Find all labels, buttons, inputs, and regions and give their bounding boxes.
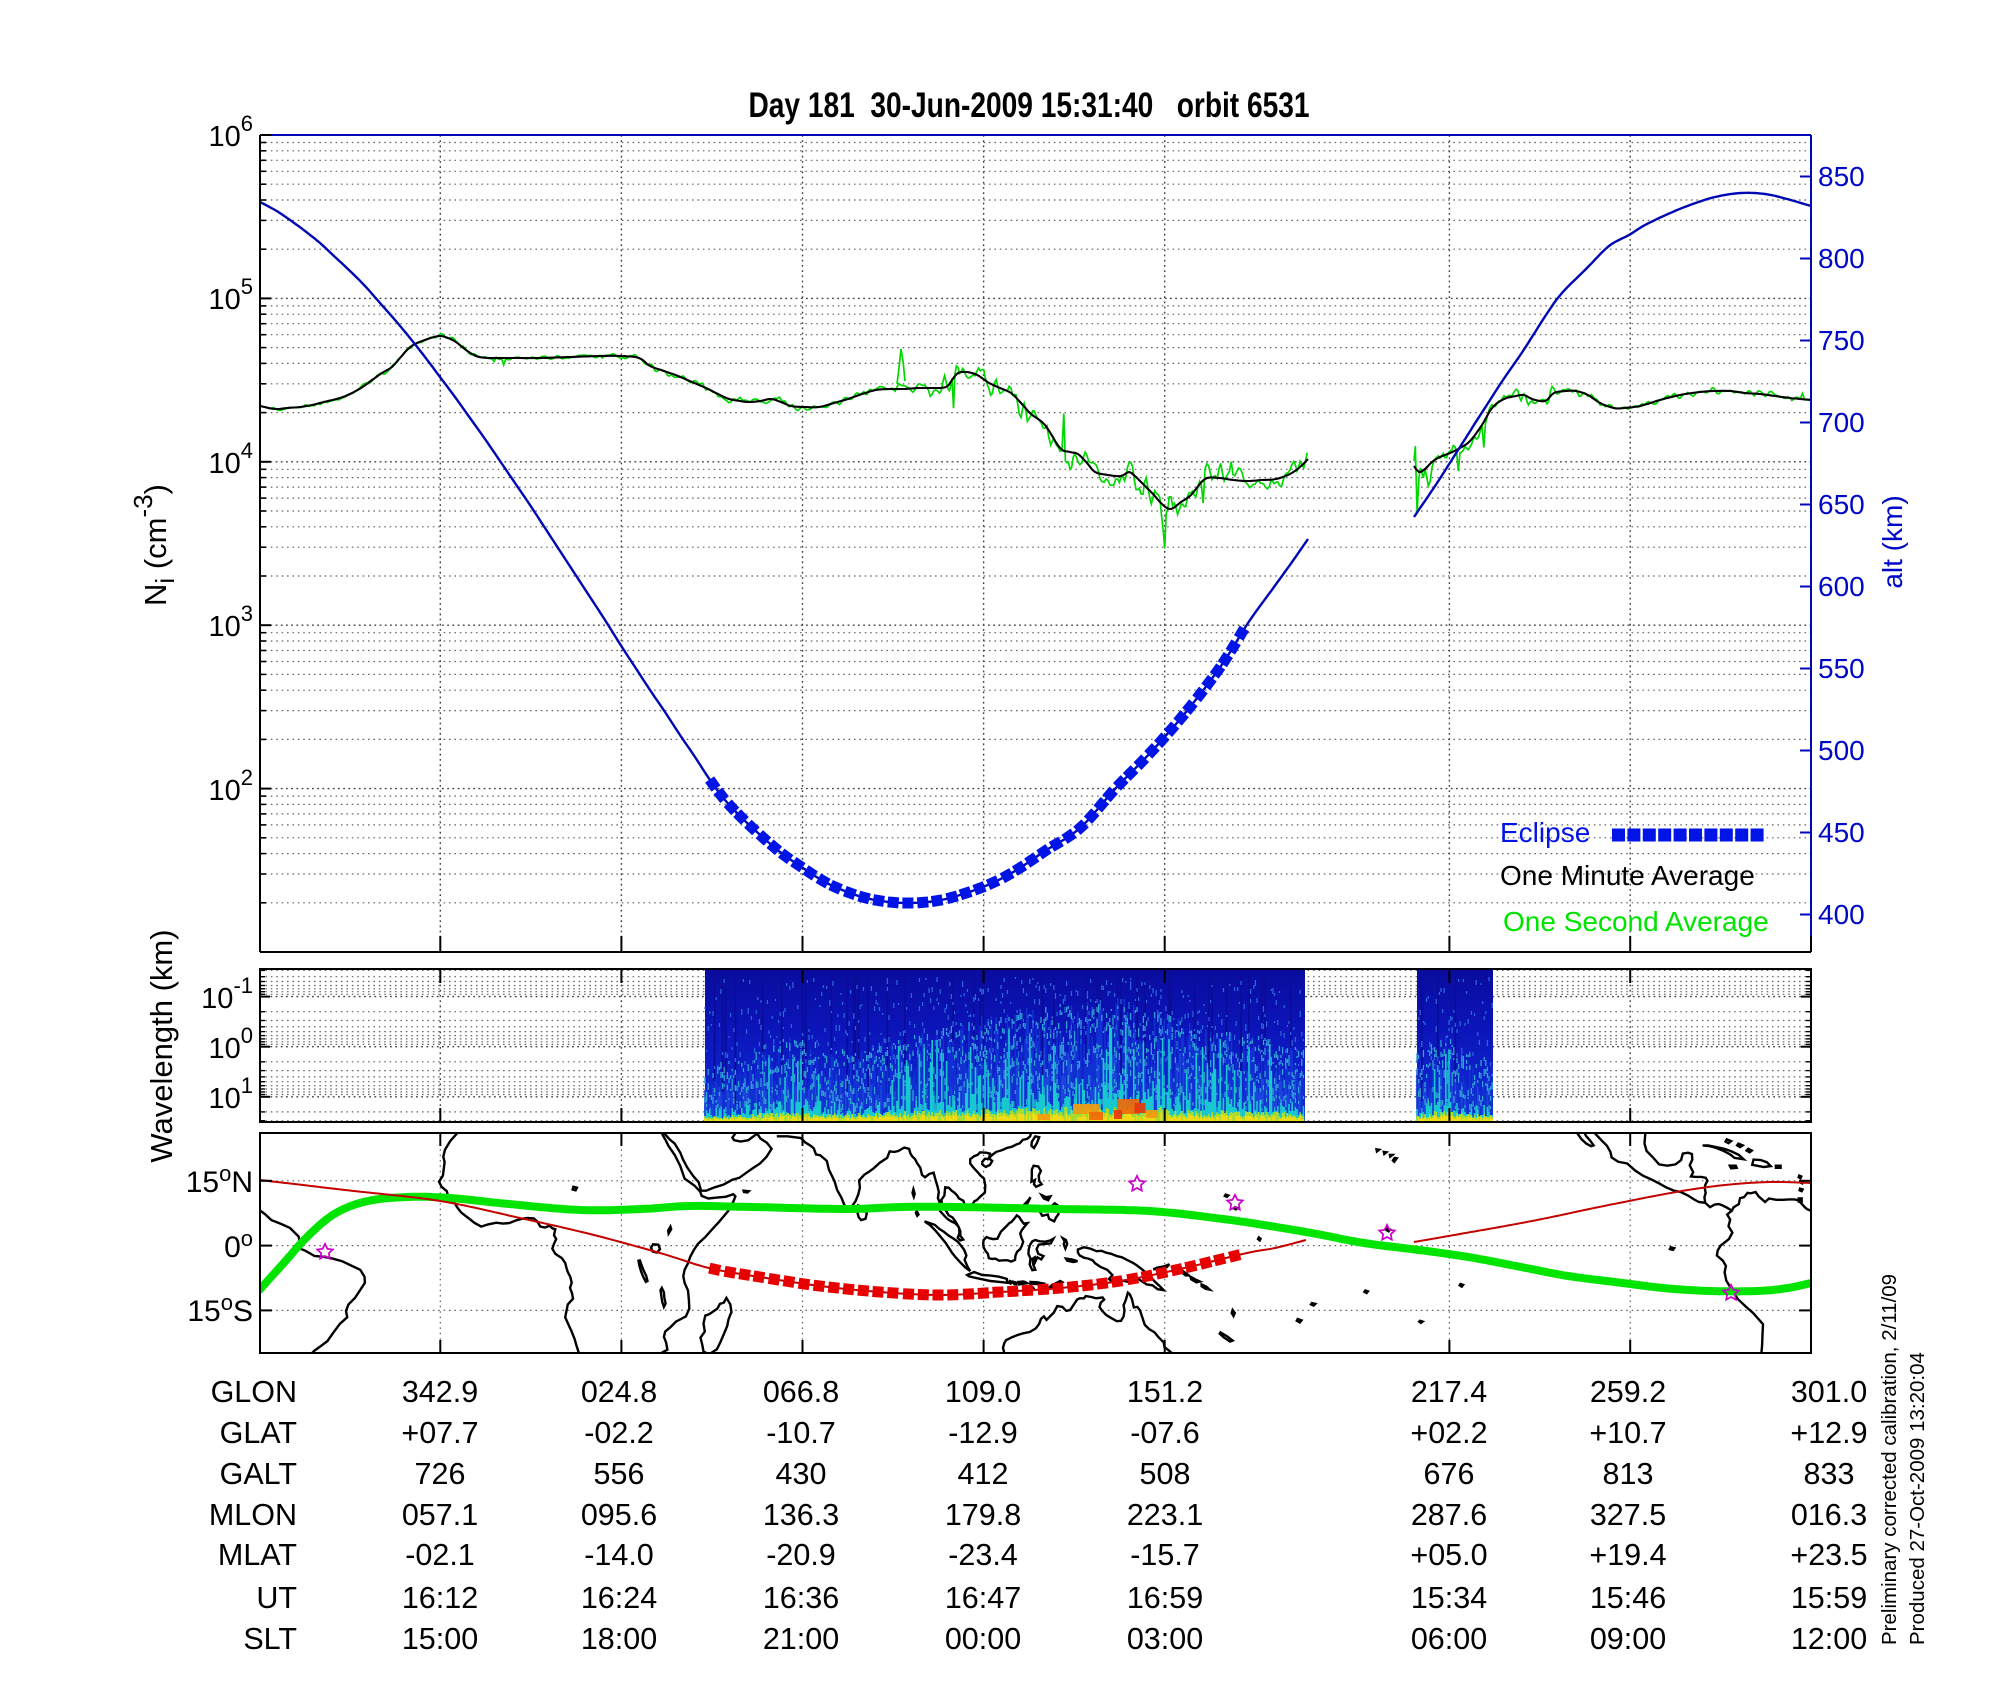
- svg-text:676: 676: [1424, 1457, 1475, 1491]
- svg-text:813: 813: [1603, 1457, 1654, 1491]
- svg-text:179.8: 179.8: [945, 1498, 1021, 1532]
- svg-text:-10.7: -10.7: [766, 1416, 836, 1450]
- svg-text:508: 508: [1140, 1457, 1191, 1491]
- svg-text:00:00: 00:00: [945, 1622, 1021, 1656]
- svg-text:UT: UT: [256, 1581, 297, 1615]
- svg-text:MLAT: MLAT: [218, 1538, 297, 1572]
- svg-text:024.8: 024.8: [581, 1375, 657, 1409]
- svg-text:136.3: 136.3: [763, 1498, 839, 1532]
- svg-text:16:59: 16:59: [1127, 1581, 1203, 1615]
- svg-text:850: 850: [1818, 161, 1865, 192]
- svg-text:15:46: 15:46: [1590, 1581, 1666, 1615]
- svg-text:21:00: 21:00: [763, 1622, 839, 1656]
- svg-text:066.8: 066.8: [763, 1375, 839, 1409]
- svg-text:15oS: 15oS: [187, 1290, 253, 1328]
- svg-text:Produced 27-Oct-2009 13:20:04: Produced 27-Oct-2009 13:20:04: [1906, 1352, 1929, 1645]
- svg-text:223.1: 223.1: [1127, 1498, 1203, 1532]
- svg-text:-02.2: -02.2: [584, 1416, 654, 1450]
- svg-text:327.5: 327.5: [1590, 1498, 1666, 1532]
- svg-text:MLON: MLON: [209, 1498, 297, 1532]
- svg-text:+02.2: +02.2: [1410, 1416, 1487, 1450]
- svg-text:Day 181 30-Jun-2009 15:31:40: Day 181 30-Jun-2009 15:31:40 orbit 6531: [748, 85, 1309, 125]
- svg-text:-20.9: -20.9: [766, 1538, 836, 1572]
- svg-text:16:47: 16:47: [945, 1581, 1021, 1615]
- svg-text:301.0: 301.0: [1791, 1375, 1867, 1409]
- svg-text:16:36: 16:36: [763, 1581, 839, 1615]
- svg-text:GLON: GLON: [211, 1375, 297, 1409]
- svg-text:800: 800: [1818, 243, 1865, 274]
- svg-text:+07.7: +07.7: [401, 1416, 478, 1450]
- svg-text:alt (km): alt (km): [1877, 495, 1908, 588]
- svg-text:+19.4: +19.4: [1589, 1538, 1666, 1572]
- svg-text:109.0: 109.0: [945, 1375, 1021, 1409]
- svg-text:550: 550: [1818, 653, 1865, 684]
- svg-text:750: 750: [1818, 325, 1865, 356]
- svg-text:726: 726: [415, 1457, 466, 1491]
- svg-text:095.6: 095.6: [581, 1498, 657, 1532]
- svg-text:15:34: 15:34: [1411, 1581, 1487, 1615]
- svg-text:151.2: 151.2: [1127, 1375, 1203, 1409]
- svg-text:+23.5: +23.5: [1790, 1538, 1867, 1572]
- svg-text:One Minute Average: One Minute Average: [1500, 860, 1755, 891]
- svg-text:700: 700: [1818, 407, 1865, 438]
- svg-text:+12.9: +12.9: [1790, 1416, 1867, 1450]
- svg-text:-07.6: -07.6: [1130, 1416, 1200, 1450]
- svg-text:06:00: 06:00: [1411, 1622, 1487, 1656]
- svg-text:-02.1: -02.1: [405, 1538, 475, 1572]
- svg-text:03:00: 03:00: [1127, 1622, 1203, 1656]
- svg-text:-23.4: -23.4: [948, 1538, 1018, 1572]
- svg-text:412: 412: [958, 1457, 1009, 1491]
- svg-text:217.4: 217.4: [1411, 1375, 1487, 1409]
- svg-text:500: 500: [1818, 735, 1865, 766]
- svg-text:16:24: 16:24: [581, 1581, 657, 1615]
- svg-text:600: 600: [1818, 571, 1865, 602]
- svg-text:-15.7: -15.7: [1130, 1538, 1200, 1572]
- svg-text:342.9: 342.9: [402, 1375, 478, 1409]
- svg-text:+05.0: +05.0: [1410, 1538, 1487, 1572]
- svg-text:Eclipse: Eclipse: [1500, 817, 1590, 848]
- svg-text:GALT: GALT: [220, 1457, 297, 1491]
- svg-text:-14.0: -14.0: [584, 1538, 654, 1572]
- svg-text:One Second Average: One Second Average: [1503, 906, 1769, 937]
- svg-text:15:59: 15:59: [1791, 1581, 1867, 1615]
- svg-text:12:00: 12:00: [1791, 1622, 1867, 1656]
- svg-text:Wavelength (km): Wavelength (km): [144, 929, 179, 1162]
- svg-text:287.6: 287.6: [1411, 1498, 1487, 1532]
- svg-text:450: 450: [1818, 817, 1865, 848]
- svg-text:016.3: 016.3: [1791, 1498, 1867, 1532]
- svg-text:GLAT: GLAT: [220, 1416, 297, 1450]
- svg-text:SLT: SLT: [243, 1622, 297, 1656]
- svg-text:400: 400: [1818, 899, 1865, 930]
- svg-text:650: 650: [1818, 489, 1865, 520]
- svg-text:18:00: 18:00: [581, 1622, 657, 1656]
- svg-text:833: 833: [1804, 1457, 1855, 1491]
- svg-text:556: 556: [594, 1457, 645, 1491]
- svg-text:-12.9: -12.9: [948, 1416, 1018, 1450]
- svg-text:16:12: 16:12: [402, 1581, 478, 1615]
- svg-text:Preliminary corrected calibrat: Preliminary corrected calibration, 2/11/…: [1878, 1274, 1901, 1645]
- svg-text:+10.7: +10.7: [1589, 1416, 1666, 1450]
- svg-text:259.2: 259.2: [1590, 1375, 1666, 1409]
- svg-text:430: 430: [776, 1457, 827, 1491]
- svg-text:057.1: 057.1: [402, 1498, 478, 1532]
- svg-text:15:00: 15:00: [402, 1622, 478, 1656]
- svg-text:09:00: 09:00: [1590, 1622, 1666, 1656]
